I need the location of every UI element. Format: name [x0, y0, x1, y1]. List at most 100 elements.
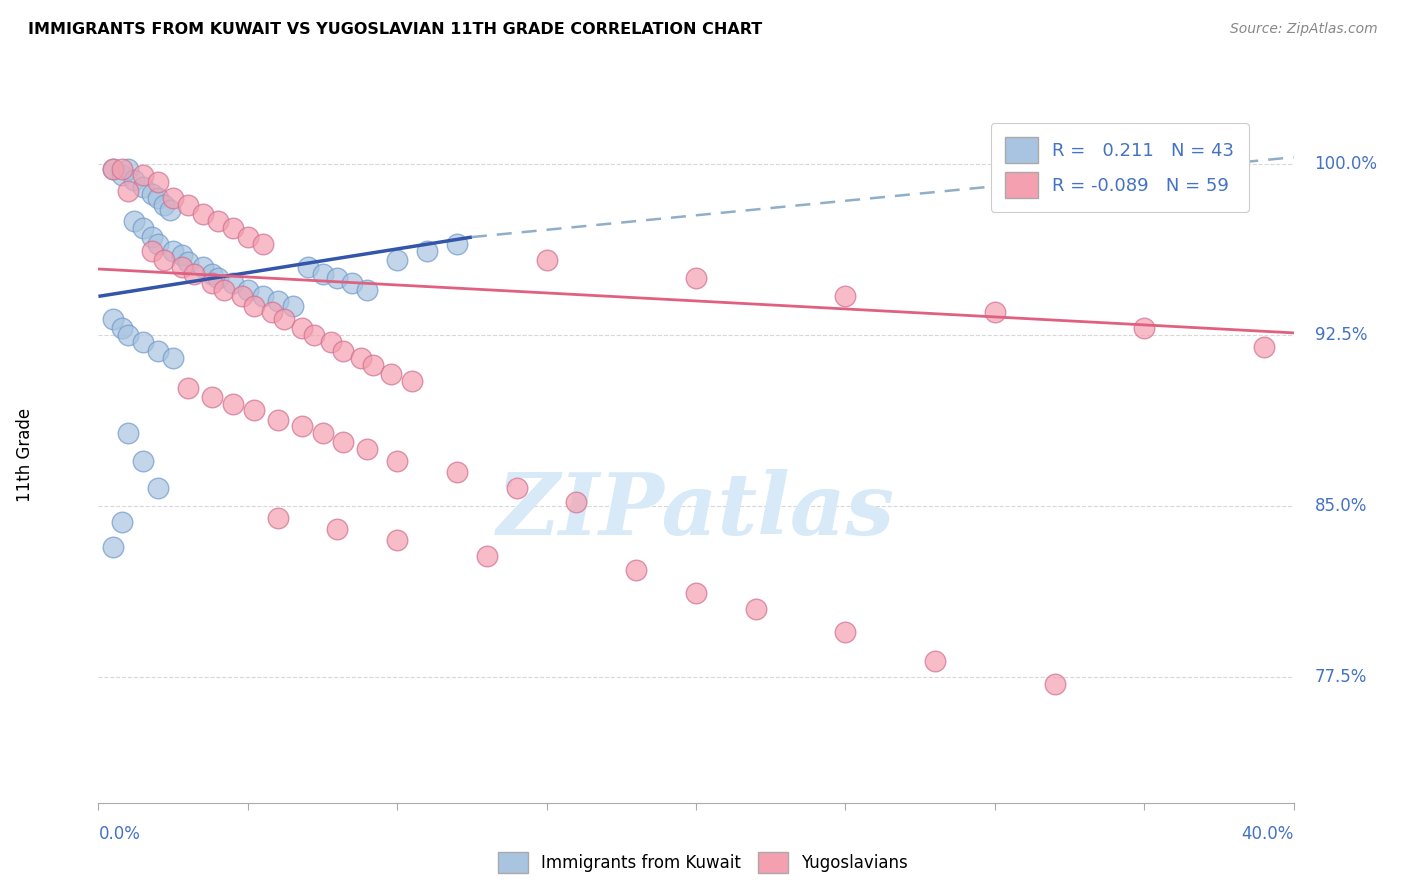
Point — [191, 207, 214, 221]
Point — [624, 563, 647, 577]
Point — [401, 374, 423, 388]
Point — [1133, 321, 1156, 335]
Text: 0.0%: 0.0% — [98, 825, 141, 843]
Point — [117, 185, 139, 199]
Point — [111, 321, 134, 335]
Point — [222, 396, 245, 410]
Point — [273, 312, 295, 326]
Point — [565, 494, 588, 508]
Point — [117, 426, 139, 441]
Point — [446, 236, 468, 251]
Point — [124, 214, 146, 228]
Point — [111, 169, 134, 183]
Point — [148, 191, 170, 205]
Point — [834, 624, 856, 639]
Point — [236, 230, 259, 244]
Point — [183, 267, 205, 281]
Point — [1043, 677, 1066, 691]
Point — [141, 186, 163, 201]
Point — [201, 390, 224, 404]
Point — [132, 221, 155, 235]
Point — [252, 236, 274, 251]
Point — [207, 271, 229, 285]
Point — [222, 276, 245, 290]
Point — [983, 305, 1005, 319]
Point — [162, 191, 184, 205]
Text: ZIPatlas: ZIPatlas — [496, 469, 896, 552]
Point — [332, 344, 354, 359]
Point — [172, 248, 194, 262]
Point — [103, 312, 125, 326]
Legend: Immigrants from Kuwait, Yugoslavians: Immigrants from Kuwait, Yugoslavians — [491, 846, 915, 880]
Point — [332, 435, 354, 450]
Point — [290, 321, 312, 335]
Point — [222, 221, 245, 235]
Point — [153, 252, 176, 267]
Point — [132, 180, 155, 194]
Point — [201, 267, 224, 281]
Point — [111, 161, 134, 176]
Point — [924, 654, 946, 668]
Point — [385, 252, 409, 267]
Point — [243, 403, 266, 417]
Point — [177, 381, 200, 395]
Point — [177, 255, 200, 269]
Point — [326, 522, 349, 536]
Point — [685, 586, 707, 600]
Point — [326, 271, 349, 285]
Point — [252, 289, 274, 303]
Point — [385, 453, 409, 467]
Point — [132, 334, 155, 349]
Point — [103, 161, 125, 176]
Point — [356, 442, 378, 457]
Point — [191, 260, 214, 274]
Point — [132, 169, 155, 183]
Point — [685, 271, 707, 285]
Point — [297, 260, 319, 274]
Point — [177, 198, 200, 212]
Text: 92.5%: 92.5% — [1315, 326, 1367, 344]
Point — [311, 426, 333, 441]
Legend: R =   0.211   N = 43, R = -0.089   N = 59: R = 0.211 N = 43, R = -0.089 N = 59 — [991, 123, 1249, 212]
Text: 11th Grade: 11th Grade — [17, 408, 34, 502]
Point — [446, 465, 468, 479]
Point — [536, 252, 558, 267]
Point — [236, 283, 259, 297]
Point — [162, 244, 184, 258]
Point — [475, 549, 498, 564]
Point — [132, 453, 155, 467]
Point — [385, 533, 409, 548]
Point — [212, 283, 235, 297]
Text: 40.0%: 40.0% — [1241, 825, 1294, 843]
Point — [290, 419, 312, 434]
Text: 77.5%: 77.5% — [1315, 668, 1367, 686]
Point — [148, 236, 170, 251]
Point — [363, 358, 385, 372]
Point — [321, 334, 343, 349]
Point — [172, 260, 194, 274]
Point — [141, 230, 163, 244]
Point — [281, 298, 304, 312]
Point — [342, 276, 364, 290]
Point — [1253, 340, 1275, 354]
Text: 85.0%: 85.0% — [1315, 497, 1367, 516]
Point — [506, 481, 529, 495]
Point — [162, 351, 184, 365]
Point — [267, 510, 290, 524]
Point — [159, 202, 181, 217]
Point — [267, 293, 290, 308]
Point — [267, 412, 290, 426]
Point — [356, 283, 378, 297]
Point — [416, 244, 439, 258]
Point — [745, 602, 768, 616]
Point — [260, 305, 283, 319]
Text: IMMIGRANTS FROM KUWAIT VS YUGOSLAVIAN 11TH GRADE CORRELATION CHART: IMMIGRANTS FROM KUWAIT VS YUGOSLAVIAN 11… — [28, 22, 762, 37]
Point — [380, 367, 402, 381]
Point — [103, 161, 125, 176]
Point — [148, 481, 170, 495]
Point — [834, 289, 856, 303]
Point — [141, 244, 163, 258]
Text: 100.0%: 100.0% — [1315, 155, 1378, 173]
Text: Source: ZipAtlas.com: Source: ZipAtlas.com — [1230, 22, 1378, 37]
Point — [111, 515, 134, 529]
